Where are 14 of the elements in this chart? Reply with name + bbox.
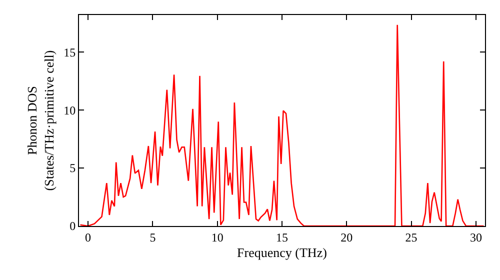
x-tick-label: 5 [150, 230, 156, 244]
y-axis-title: Phonon DOS (States/THz·primitive cell) [24, 50, 57, 191]
line-series [80, 24, 484, 226]
x-tick-label: 30 [470, 230, 482, 244]
y-tick-label: 0 [70, 219, 76, 234]
x-tick-label: 15 [276, 230, 288, 244]
y-tick-label: 5 [70, 161, 76, 176]
y-tick-label: 10 [64, 103, 76, 118]
x-tick-label: 25 [405, 230, 418, 244]
x-axis-title: Frequency (THz) [237, 245, 327, 260]
x-tick-label: 20 [340, 230, 353, 244]
x-tick-label: 0 [85, 230, 92, 244]
y-tick-label: 15 [64, 45, 76, 60]
x-tick-label: 10 [211, 230, 224, 244]
